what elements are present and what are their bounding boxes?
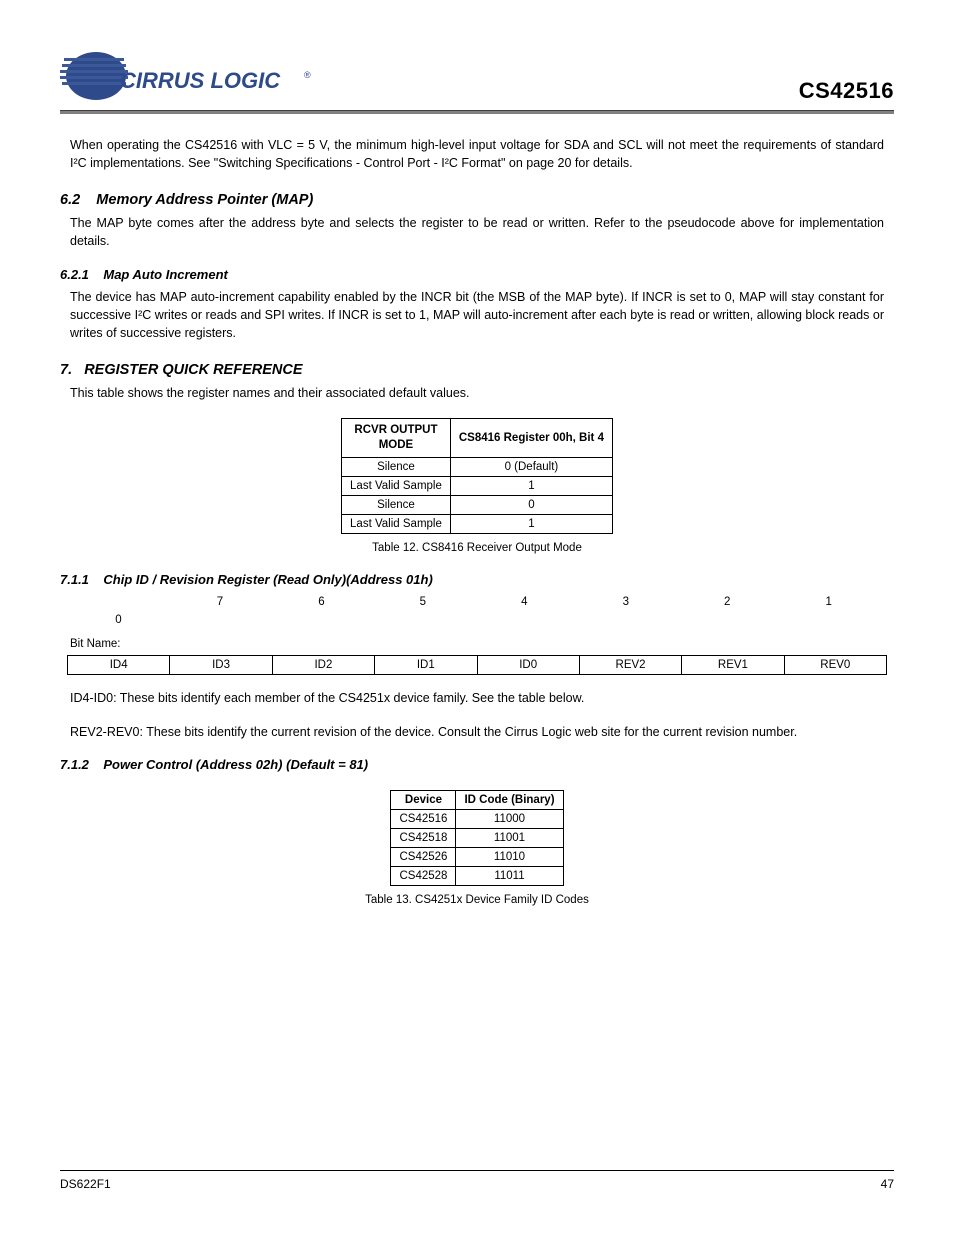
table-12: RCVR OUTPUT MODE CS8416 Register 00h, Bi…	[341, 418, 613, 534]
page-footer: DS622F1 47	[60, 1170, 894, 1191]
footer-page-num: 47	[881, 1177, 894, 1191]
table-cell: CS42528	[391, 867, 456, 886]
bit-cell: ID2	[272, 655, 374, 674]
bit-name-label: Bit Name:	[70, 638, 167, 650]
bit-cell: ID0	[477, 655, 579, 674]
table-cell: CS42526	[391, 848, 456, 867]
header-rule	[60, 110, 894, 114]
bit-idx: 6	[273, 596, 370, 608]
table-cell: Last Valid Sample	[342, 476, 451, 495]
table-13-caption: Table 13. CS4251x Device Family ID Codes	[60, 894, 894, 906]
section-6-2-1: 6.2.1 Map Auto Increment	[60, 267, 894, 282]
t13-h0: Device	[391, 791, 456, 810]
bit-idx: 0	[70, 614, 167, 626]
cirrus-logo: CIRRUS LOGIC ®	[60, 48, 320, 104]
subsection-num: 6.2.1	[60, 267, 89, 282]
bit-idx: 4	[476, 596, 573, 608]
bit-cell: ID3	[170, 655, 272, 674]
map-desc: The MAP byte comes after the address byt…	[70, 214, 884, 250]
section-num: 6.2	[60, 192, 80, 208]
bit-idx: 1	[780, 596, 877, 608]
note-vlc: When operating the CS42516 with VLC = 5 …	[70, 136, 884, 172]
table-13: Device ID Code (Binary) CS4251611000 CS4…	[390, 790, 563, 886]
table-cell: 1	[450, 476, 612, 495]
id-bits-desc: ID4-ID0: These bits identify each member…	[70, 689, 884, 707]
table-cell: Silence	[342, 495, 451, 514]
subsection-title: Map Auto Increment	[103, 267, 227, 282]
bit-cell: REV0	[784, 655, 886, 674]
table-cell: 11011	[456, 867, 563, 886]
table-cell: 11010	[456, 848, 563, 867]
bit-index-row: 7 6 5 4 3 2 1 0	[70, 593, 884, 629]
rev-bits-desc: REV2-REV0: These bits identify the curre…	[70, 723, 884, 741]
table-cell: CS42516	[391, 810, 456, 829]
table-cell: Last Valid Sample	[342, 514, 451, 533]
bit-cell: ID1	[375, 655, 477, 674]
subsection-num: 7.1.1	[60, 572, 89, 587]
svg-text:®: ®	[304, 70, 311, 80]
section-title: REGISTER QUICK REFERENCE	[84, 362, 302, 378]
subsection-title: Power Control (Address 02h) (Default = 8…	[103, 757, 368, 772]
t13-h1: ID Code (Binary)	[456, 791, 563, 810]
bit-idx: 5	[374, 596, 471, 608]
bit-cell: REV2	[579, 655, 681, 674]
part-number: CS42516	[799, 78, 894, 104]
bit-idx: 7	[171, 596, 268, 608]
table-cell: 0 (Default)	[450, 457, 612, 476]
table-cell: Silence	[342, 457, 451, 476]
register-bit-table: ID4 ID3 ID2 ID1 ID0 REV2 REV1 REV0	[67, 655, 887, 675]
regref-desc: This table shows the register names and …	[70, 384, 884, 402]
section-7-1-1: 7.1.1 Chip ID / Revision Register (Read …	[60, 572, 894, 587]
page-header: CIRRUS LOGIC ® CS42516	[60, 48, 894, 104]
table-12-caption: Table 12. CS8416 Receiver Output Mode	[60, 542, 894, 554]
bit-idx: 2	[679, 596, 776, 608]
section-num: 7.	[60, 362, 72, 378]
table-cell: 11000	[456, 810, 563, 829]
section-7: 7. REGISTER QUICK REFERENCE	[60, 362, 894, 378]
bit-cell: REV1	[682, 655, 784, 674]
bit-idx: 3	[577, 596, 674, 608]
footer-doc-id: DS622F1	[60, 1177, 111, 1191]
section-7-1-2: 7.1.2 Power Control (Address 02h) (Defau…	[60, 757, 894, 772]
table-cell: 11001	[456, 829, 563, 848]
bit-cell: ID4	[68, 655, 170, 674]
subsection-num: 7.1.2	[60, 757, 89, 772]
subsection-title: Chip ID / Revision Register (Read Only)(…	[103, 572, 432, 587]
section-6-2: 6.2 Memory Address Pointer (MAP)	[60, 192, 894, 208]
table-cell: CS42518	[391, 829, 456, 848]
svg-text:CIRRUS LOGIC: CIRRUS LOGIC	[120, 68, 281, 93]
incr-desc: The device has MAP auto-increment capabi…	[70, 288, 884, 342]
t12-h0: RCVR OUTPUT MODE	[342, 419, 451, 458]
t12-h1: CS8416 Register 00h, Bit 4	[450, 419, 612, 458]
table-cell: 1	[450, 514, 612, 533]
section-title: Memory Address Pointer (MAP)	[96, 192, 313, 208]
table-cell: 0	[450, 495, 612, 514]
bit-name-label-row: Bit Name:	[70, 635, 884, 653]
